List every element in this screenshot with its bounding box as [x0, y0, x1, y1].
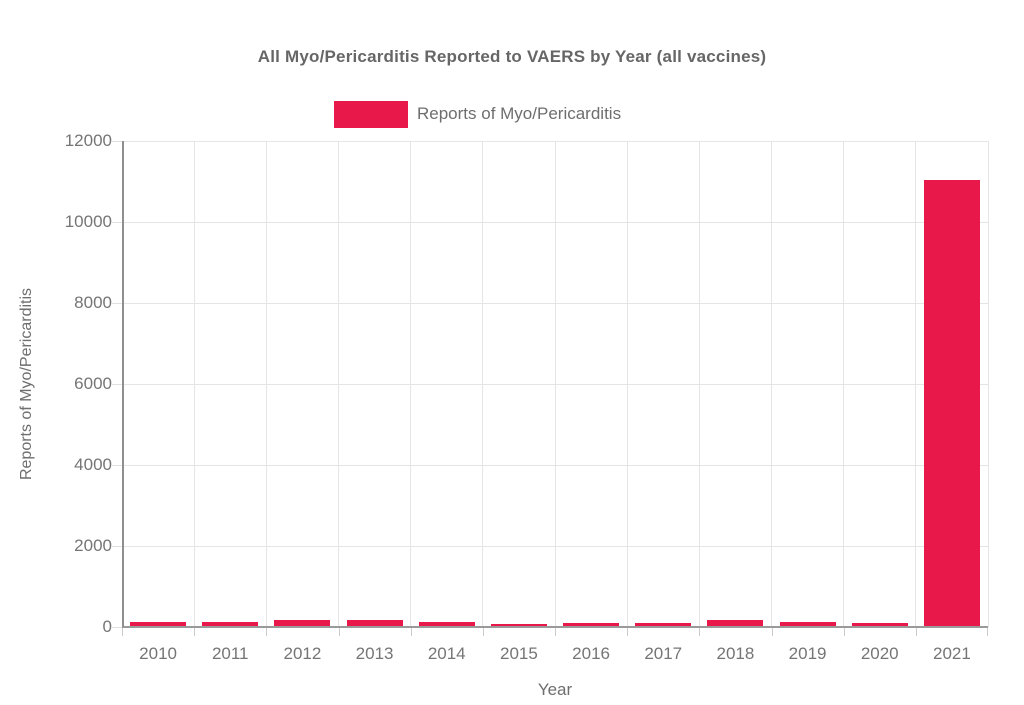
v-gridline [843, 141, 845, 627]
y-tick-label: 2000 [74, 536, 112, 555]
bar-2019[interactable] [779, 622, 836, 626]
x-tick-mark [843, 627, 845, 636]
x-tick-mark [555, 627, 556, 636]
bar-2013[interactable] [346, 620, 403, 626]
x-tick-mark [987, 627, 988, 636]
y-tick-mark [112, 384, 122, 385]
v-gridline [410, 141, 412, 627]
bar-2012[interactable] [274, 620, 331, 626]
plot-area [112, 141, 989, 636]
x-tick-label: 2019 [788, 644, 827, 663]
v-gridline [193, 141, 195, 627]
v-gridline [915, 141, 917, 627]
y-tick-mark [112, 222, 122, 223]
bar-2016[interactable] [563, 623, 620, 626]
chart-title: All Myo/Pericarditis Reported to VAERS b… [257, 47, 767, 66]
x-tick-label: 2020 [860, 644, 899, 663]
bar-2010[interactable] [130, 622, 187, 626]
legend-swatch [334, 100, 408, 128]
x-axis-line [122, 626, 988, 628]
v-gridline [265, 141, 267, 627]
x-tick-mark [482, 627, 484, 636]
x-tick-label: 2011 [211, 644, 249, 663]
x-tick-label: 2013 [355, 644, 394, 663]
y-tick-label: 10000 [64, 212, 112, 231]
bar-2011[interactable] [202, 622, 259, 626]
x-tick-mark [122, 627, 123, 636]
v-gridline [482, 141, 484, 627]
y-tick-mark [112, 627, 122, 628]
x-tick-mark [194, 627, 196, 636]
y-axis-labels: 0 2000 4000 6000 8000 10000 12000 [0, 131, 112, 636]
y-tick-label: 6000 [74, 374, 112, 393]
x-tick-mark [699, 627, 701, 636]
x-axis-title: Year [537, 680, 573, 699]
x-tick-mark [410, 627, 412, 636]
bar-2020[interactable] [851, 623, 908, 626]
x-tick-label: 2021 [932, 644, 971, 663]
x-tick-label: 2010 [139, 644, 177, 663]
legend-label: Reports of Myo/Pericarditis [417, 104, 622, 123]
x-tick-label: 2014 [427, 644, 466, 663]
legend: Reports of Myo/Pericarditis [334, 100, 621, 128]
x-tick-label: 2015 [499, 644, 538, 663]
y-tick-label: 4000 [74, 455, 112, 474]
v-gridline [771, 141, 772, 627]
x-tick-label: 2018 [716, 644, 755, 663]
v-gridline [987, 141, 989, 627]
y-tick-label: 8000 [74, 293, 112, 312]
x-tick-mark [771, 627, 773, 636]
bar-2021[interactable] [923, 180, 980, 626]
bar-2017[interactable] [635, 623, 692, 626]
y-tick-mark [112, 303, 122, 304]
y-tick-label: 12000 [64, 131, 112, 150]
x-tick-label: 2016 [572, 644, 610, 663]
x-tick-mark [338, 627, 340, 636]
x-axis-labels: 2010 2011 2012 2013 2014 2015 2016 2017 2018 2019… [122, 644, 988, 666]
x-tick-mark [627, 627, 629, 636]
v-gridline [338, 141, 339, 627]
x-tick-label: 2017 [644, 644, 683, 663]
bar-2018[interactable] [707, 620, 764, 626]
y-tick-mark [112, 465, 122, 466]
y-tick-mark [112, 546, 122, 547]
bar-2014[interactable] [418, 622, 475, 626]
y-axis-line [122, 141, 124, 627]
y-tick-label: 0 [102, 617, 112, 636]
bar-2015[interactable] [490, 624, 547, 626]
x-tick-label: 2012 [283, 644, 322, 663]
y-tick-mark [112, 141, 122, 142]
x-tick-mark [915, 627, 917, 636]
x-tick-mark [266, 627, 268, 636]
v-gridline [698, 141, 700, 627]
v-gridline [554, 141, 556, 627]
v-gridline [626, 141, 628, 627]
